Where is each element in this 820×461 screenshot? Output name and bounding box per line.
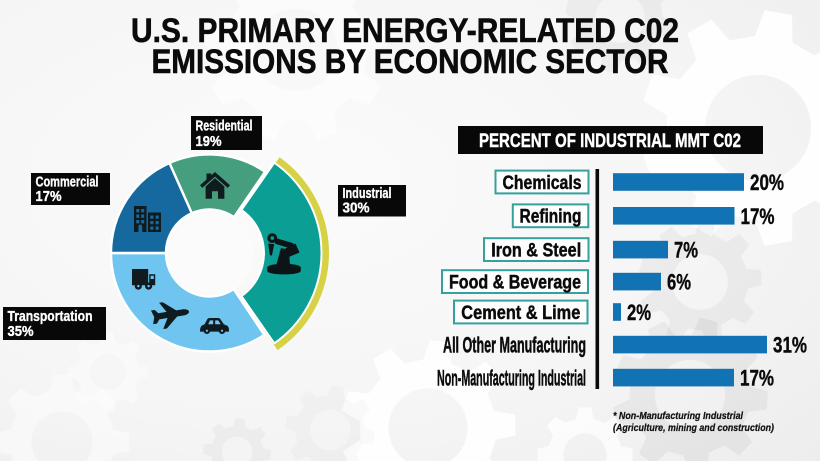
- svg-text:Food & Beverage: Food & Beverage: [449, 272, 581, 293]
- svg-text:6%: 6%: [667, 270, 691, 295]
- svg-text:17%: 17%: [740, 366, 774, 391]
- svg-text:2%: 2%: [627, 300, 651, 325]
- svg-text:Residential: Residential: [196, 118, 253, 134]
- svg-text:31%: 31%: [773, 333, 807, 358]
- svg-text:17%: 17%: [741, 204, 775, 229]
- svg-text:Cement & Lime: Cement & Lime: [461, 303, 580, 324]
- svg-text:Transportation: Transportation: [8, 309, 93, 325]
- svg-text:Refining: Refining: [520, 207, 582, 228]
- svg-text:EMISSIONS BY ECONOMIC SECTOR: EMISSIONS BY ECONOMIC SECTOR: [152, 43, 669, 81]
- svg-text:30%: 30%: [343, 201, 370, 217]
- svg-text:* Non-Manufacturing Industrial: * Non-Manufacturing Industrial: [613, 410, 744, 422]
- svg-text:Non-Manufacturing Industrial: Non-Manufacturing Industrial: [437, 366, 586, 391]
- svg-text:(Agriculture, mining and const: (Agriculture, mining and construction): [613, 422, 774, 434]
- svg-text:19%: 19%: [196, 134, 222, 150]
- svg-text:Chemicals: Chemicals: [503, 173, 582, 194]
- svg-text:17%: 17%: [36, 189, 62, 205]
- svg-text:20%: 20%: [750, 170, 784, 195]
- svg-text:Industrial: Industrial: [343, 186, 392, 202]
- svg-text:7%: 7%: [674, 238, 698, 263]
- svg-text:All Other Manufacturing: All Other Manufacturing: [443, 333, 586, 358]
- svg-text:U.S. PRIMARY ENERGY-RELATED C0: U.S. PRIMARY ENERGY-RELATED C02: [131, 12, 679, 50]
- svg-text:Commercial: Commercial: [36, 174, 99, 190]
- svg-text:Iron & Steel: Iron & Steel: [491, 240, 581, 261]
- svg-text:PERCENT OF INDUSTRIAL MMT C02: PERCENT OF INDUSTRIAL MMT C02: [479, 131, 741, 152]
- svg-text:35%: 35%: [8, 324, 34, 340]
